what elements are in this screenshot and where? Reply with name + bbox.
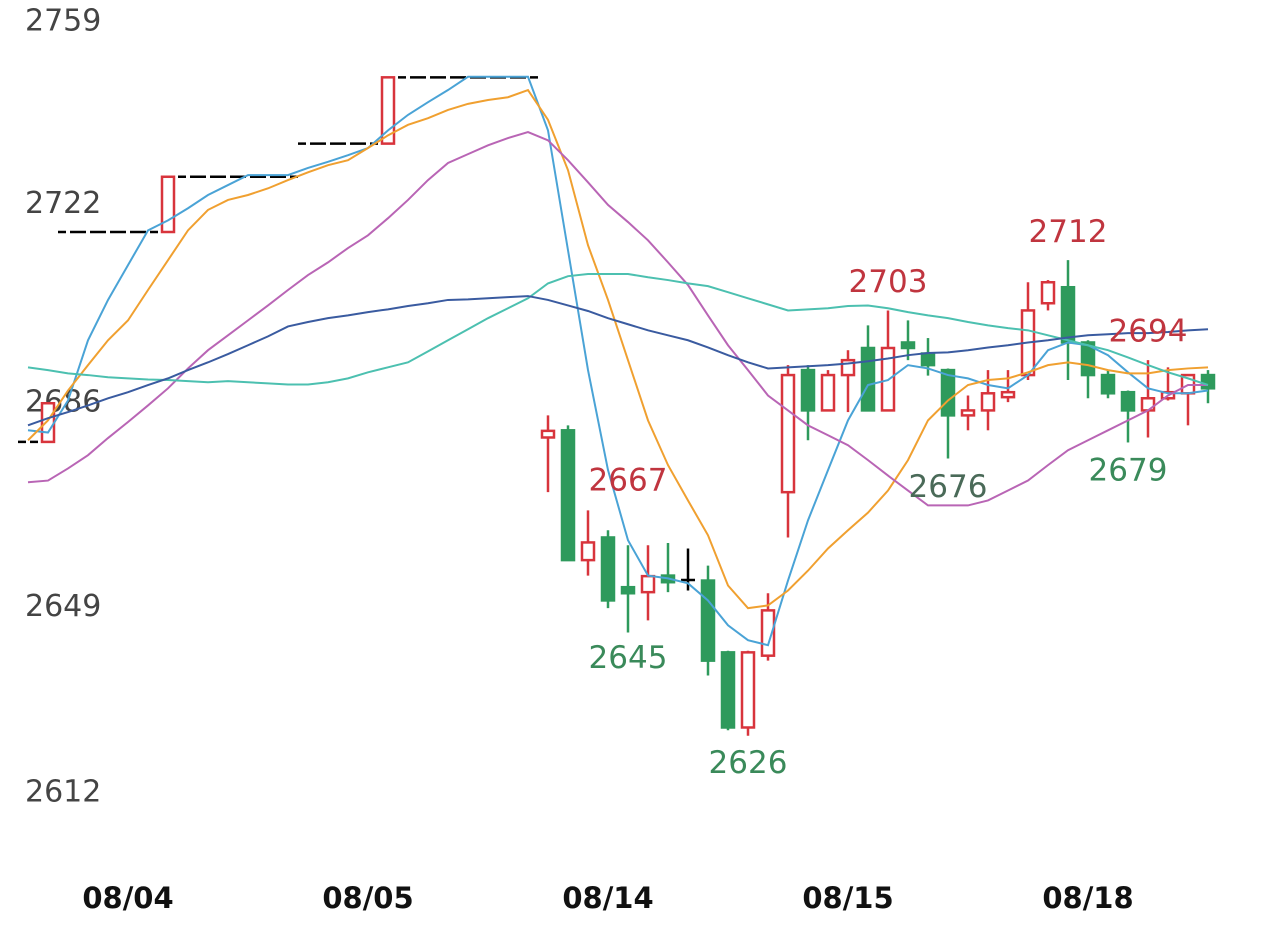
x-tick-label: 08/14 bbox=[562, 881, 653, 915]
ma-line bbox=[27, 130, 1208, 507]
candle-body bbox=[1080, 341, 1096, 377]
y-tick-label: 2722 bbox=[25, 186, 101, 221]
candle-body bbox=[820, 373, 836, 412]
candle-body bbox=[720, 651, 736, 729]
y-tick-label: 2649 bbox=[25, 589, 101, 624]
y-tick-label: 2759 bbox=[25, 4, 101, 39]
candle-body bbox=[40, 401, 56, 444]
candle-body bbox=[900, 341, 916, 350]
candle-body bbox=[780, 373, 796, 494]
annotation: 2712 bbox=[1029, 214, 1108, 250]
candle-body bbox=[580, 541, 596, 562]
candle-body bbox=[540, 429, 556, 439]
candle-body bbox=[1200, 373, 1216, 390]
candle-body bbox=[1040, 281, 1056, 305]
x-tick-label: 08/15 bbox=[802, 881, 893, 915]
annotation: 2694 bbox=[1109, 314, 1188, 350]
ma-line bbox=[27, 88, 1209, 610]
ma-line bbox=[27, 272, 1209, 386]
annotation: 2667 bbox=[589, 463, 668, 499]
annotation: 2676 bbox=[909, 469, 988, 505]
candle-body bbox=[920, 352, 936, 367]
candle-body bbox=[860, 346, 876, 412]
annotation: 2703 bbox=[849, 264, 928, 300]
ma-line bbox=[27, 75, 1209, 647]
y-tick-label: 2612 bbox=[25, 775, 101, 810]
x-tick-label: 08/05 bbox=[322, 881, 413, 915]
annotation: 2645 bbox=[589, 640, 668, 676]
annotation: 2679 bbox=[1089, 452, 1168, 488]
candle-body bbox=[1100, 373, 1116, 395]
annotation: 2626 bbox=[709, 745, 788, 781]
candle-body bbox=[1000, 390, 1016, 399]
x-tick-label: 08/18 bbox=[1042, 881, 1133, 915]
x-tick-label: 08/04 bbox=[82, 881, 173, 915]
candle-body bbox=[1120, 390, 1136, 412]
candle-body bbox=[640, 574, 656, 594]
candle-body bbox=[800, 368, 816, 412]
candle-body bbox=[560, 429, 576, 562]
candle-body bbox=[600, 536, 616, 602]
candle-body bbox=[160, 175, 176, 234]
candle-body bbox=[980, 392, 996, 412]
ma-line bbox=[27, 295, 1209, 427]
candle-body bbox=[1060, 285, 1076, 344]
candle-body bbox=[620, 585, 636, 595]
candle-body bbox=[700, 579, 716, 662]
candle-body bbox=[1140, 397, 1156, 412]
candle-body bbox=[940, 368, 956, 417]
candle-body bbox=[960, 409, 976, 417]
candle-body bbox=[740, 651, 756, 729]
